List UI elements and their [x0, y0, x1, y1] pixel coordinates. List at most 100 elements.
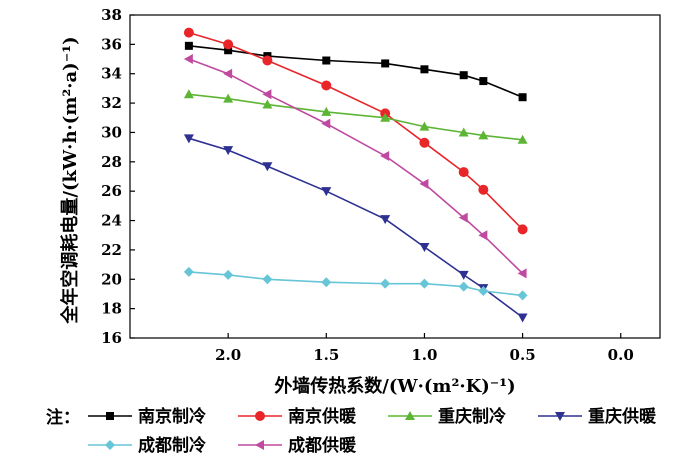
legend-marker — [106, 412, 114, 420]
data-point — [223, 68, 233, 79]
data-point — [478, 130, 489, 140]
data-point — [479, 77, 488, 86]
data-point — [183, 134, 194, 144]
plot-frame — [129, 14, 661, 339]
data-point — [380, 215, 391, 225]
data-point — [458, 212, 468, 223]
legend-label: 重庆制冷 — [438, 406, 506, 427]
y-tick-label: 16 — [101, 329, 122, 347]
y-tick-label: 28 — [101, 153, 122, 171]
series-line — [188, 45, 523, 98]
data-point — [262, 162, 273, 172]
legend-item: 重庆供暖 — [538, 406, 657, 427]
data-point — [517, 290, 528, 301]
y-tick-label: 24 — [101, 212, 122, 230]
x-tick-label: 0.5 — [510, 346, 536, 364]
data-point — [419, 178, 429, 189]
series-line — [188, 271, 523, 297]
series-2 — [183, 27, 528, 235]
legend-marker — [405, 411, 415, 420]
x-tick-label: 1.0 — [411, 346, 437, 364]
legend-prefix: 注： — [46, 407, 80, 428]
x-tick-label: 2.0 — [215, 346, 241, 364]
data-point — [321, 118, 331, 129]
y-tick-label: 36 — [101, 35, 122, 53]
y-axis-title: 全年空调耗电量/(kW·h·(m²·a)⁻¹) — [59, 36, 81, 324]
data-point — [262, 274, 273, 285]
legend-marker — [255, 440, 264, 450]
data-point — [458, 127, 469, 137]
legend-label: 重庆供暖 — [588, 406, 657, 427]
y-tick-label: 22 — [101, 241, 122, 259]
data-point — [224, 46, 233, 55]
data-point — [262, 99, 273, 109]
data-point — [183, 89, 194, 99]
data-point — [478, 184, 489, 195]
data-point — [380, 150, 390, 161]
data-point — [419, 242, 430, 252]
series-5 — [183, 266, 528, 301]
legend-item: 成都制冷 — [88, 435, 206, 456]
data-point — [380, 112, 391, 122]
series-1 — [184, 41, 527, 102]
data-point — [321, 80, 332, 91]
x-tick-label: 0.0 — [608, 346, 634, 364]
data-point — [321, 187, 332, 197]
data-point — [517, 268, 527, 279]
data-point — [419, 278, 430, 289]
legend-label: 南京制冷 — [138, 406, 206, 427]
legend-label: 成都制冷 — [138, 435, 206, 456]
data-point — [420, 65, 429, 74]
data-point — [381, 59, 390, 68]
y-tick-label: 32 — [101, 94, 122, 112]
y-tick-label: 38 — [101, 6, 122, 24]
series-layer — [183, 27, 528, 323]
data-point — [223, 269, 234, 280]
y-tick-label: 18 — [101, 300, 122, 318]
data-point — [517, 134, 528, 144]
series-line — [188, 58, 524, 274]
series-line — [188, 93, 523, 141]
legend-item: 南京供暖 — [238, 406, 357, 427]
data-point — [321, 277, 332, 288]
data-point — [478, 286, 489, 297]
series-line — [188, 137, 524, 319]
data-point — [517, 224, 528, 235]
legend-label: 南京供暖 — [288, 406, 357, 427]
x-axis-title: 外墙传热系数/(W·(m²·K)⁻¹) — [274, 375, 515, 397]
data-point — [458, 270, 469, 280]
legend-item: 南京制冷 — [88, 406, 206, 427]
data-point — [518, 93, 527, 102]
data-point — [458, 281, 469, 292]
data-point — [419, 137, 430, 148]
data-point — [223, 146, 234, 156]
axes: 16 18 20 22 24 26 28 30 32 34 36 38 2.0 1.5 1.0 0.5 0.0 — [101, 6, 661, 364]
data-point — [458, 167, 469, 178]
data-point — [459, 71, 468, 80]
legend-marker — [255, 411, 265, 421]
data-point — [419, 121, 430, 131]
y-tick-label: 34 — [101, 65, 122, 83]
data-point — [183, 266, 194, 277]
data-point — [262, 55, 273, 66]
data-point — [478, 230, 488, 241]
y-tick-label: 26 — [101, 182, 122, 200]
series-3 — [183, 89, 528, 144]
x-tick-label: 1.5 — [313, 346, 339, 364]
legend-marker — [555, 412, 565, 421]
data-point — [380, 278, 391, 289]
data-point — [183, 27, 194, 38]
legend-label: 成都供暖 — [288, 435, 357, 456]
data-point — [517, 313, 528, 323]
legend-item: 重庆制冷 — [388, 406, 506, 427]
data-point — [183, 54, 193, 65]
y-tick-label: 20 — [101, 270, 122, 288]
data-point — [184, 41, 193, 50]
data-point — [262, 89, 272, 100]
series-6 — [183, 54, 527, 279]
legend-marker — [105, 440, 115, 450]
data-point — [322, 56, 331, 65]
legend-item: 成都供暖 — [238, 435, 357, 456]
